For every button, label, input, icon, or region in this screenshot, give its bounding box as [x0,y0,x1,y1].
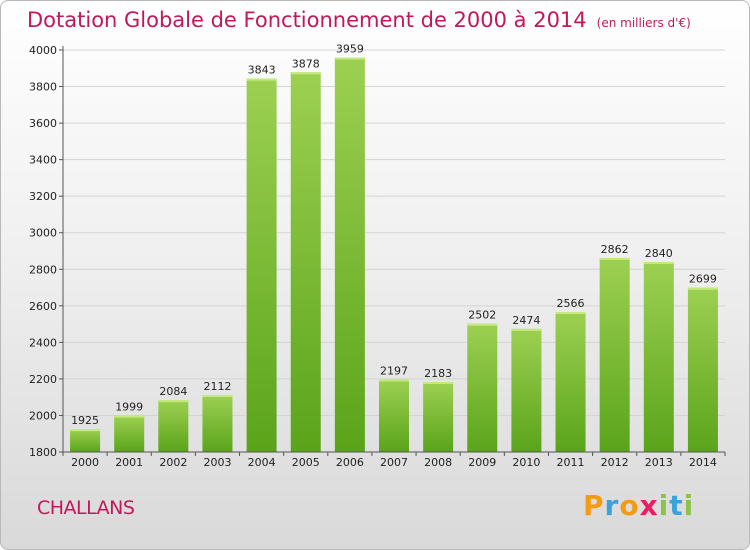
bar-highlight [290,72,321,75]
data-label: 2566 [557,297,585,310]
bar-highlight [423,382,454,385]
bar-2011 [555,312,586,452]
data-label: 2084 [159,385,187,398]
x-tick-label: 2002 [159,456,187,469]
x-tick-label: 2011 [557,456,585,469]
data-labels: 1925 1999 2084 2112 3843 3878 3959 2197 2183 2502… [71,42,717,427]
proxiti-logo: Proxiti [583,489,694,522]
data-label: 2840 [645,247,673,260]
data-label: 2197 [380,364,408,377]
y-tick-label: 2000 [29,409,57,422]
bar-highlight [467,323,498,326]
y-tick-label: 1800 [29,446,57,459]
axes: 1800 2000 2200 2400 2600 2800 3000 3200 3400 3600… [29,44,726,469]
data-label: 2183 [424,367,452,380]
y-tick-label: 3800 [29,81,57,94]
y-tick-label: 2600 [29,300,57,313]
bar-highlight [70,429,101,432]
logo-letter: t [669,489,684,522]
bar-2008 [423,382,454,452]
data-label: 2699 [689,273,717,286]
data-label: 2112 [203,380,231,393]
bar-2003 [202,394,233,452]
x-tick-label: 2007 [380,456,408,469]
x-tick-label: 2009 [468,456,496,469]
logo-letter: i [683,489,695,522]
bar-2001 [114,415,145,452]
bar-highlight [246,78,277,81]
x-tick-label: 2008 [424,456,452,469]
bar-highlight [555,312,586,315]
logo-letter: i [658,489,670,522]
bar-series [70,57,718,453]
data-label: 2862 [601,243,629,256]
logo-letter: r [604,489,620,522]
bar-2002 [158,400,189,452]
y-tick-label: 2400 [29,336,57,349]
data-label: 1999 [115,401,143,414]
y-tick-label: 2200 [29,373,57,386]
chart-title: Dotation Globale de Fonctionnement de 20… [27,8,691,32]
logo-letter: x [639,489,659,522]
data-label: 3959 [336,42,364,55]
bar-2010 [511,328,542,452]
x-tick-label: 2005 [292,456,320,469]
bar-highlight [158,400,189,403]
y-tick-label: 2800 [29,263,57,276]
chart-title-text: Dotation Globale de Fonctionnement de 20… [27,8,587,32]
x-tick-label: 2006 [336,456,364,469]
bar-2009 [467,323,498,452]
x-tick-label: 2004 [248,456,276,469]
bar-2014 [687,287,718,452]
logo-letter: o [619,489,640,522]
chart-subtitle: (en milliers d'€) [596,16,691,30]
bar-highlight [511,328,542,331]
bar-highlight [334,57,365,60]
logo-letter: P [583,489,605,522]
bar-highlight [378,379,410,382]
x-tick-label: 2010 [512,456,540,469]
bar-2012 [599,257,630,452]
x-tick-label: 2013 [645,456,673,469]
bar-2006 [334,57,365,452]
bar-highlight [114,415,145,418]
bar-highlight [599,257,630,260]
x-tick-label: 2001 [115,456,143,469]
data-label: 2502 [468,309,496,322]
data-label: 3878 [292,57,320,70]
bar-2005 [290,72,321,452]
bar-2000 [70,429,101,452]
bar-2007 [378,379,410,452]
y-tick-label: 4000 [29,44,57,57]
x-tick-label: 2003 [203,456,231,469]
bar-highlight [202,394,233,397]
bar-highlight [687,287,718,290]
data-label: 2474 [512,314,540,327]
data-label: 1925 [71,414,99,427]
y-tick-label: 3200 [29,190,57,203]
y-tick-label: 3600 [29,117,57,130]
y-tick-label: 3000 [29,227,57,240]
x-tick-label: 2000 [71,456,99,469]
x-tick-label: 2014 [689,456,717,469]
bar-highlight [643,261,674,264]
data-label: 3843 [248,64,276,77]
city-name: CHALLANS [37,497,135,519]
x-tick-label: 2012 [601,456,629,469]
y-tick-label: 3400 [29,154,57,167]
bar-2013 [643,261,674,452]
bar-2004 [246,78,277,453]
